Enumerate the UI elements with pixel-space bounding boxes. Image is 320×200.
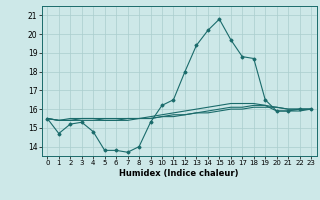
X-axis label: Humidex (Indice chaleur): Humidex (Indice chaleur)	[119, 169, 239, 178]
